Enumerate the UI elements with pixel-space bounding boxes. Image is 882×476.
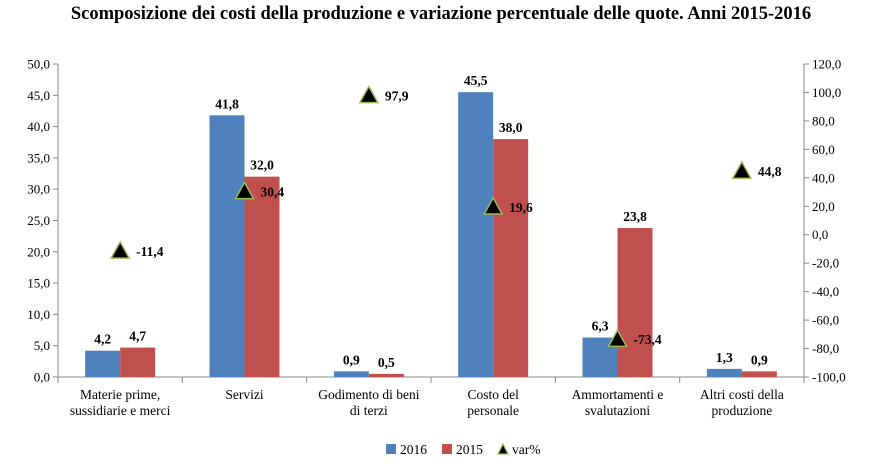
y-left-tick-label: 20,0: [27, 244, 50, 259]
data-label-2015: 4,7: [129, 329, 146, 344]
y-left-tick-label: 30,0: [27, 182, 50, 197]
y-left-tick-label: 35,0: [27, 150, 50, 165]
data-label-var: 44,8: [758, 164, 782, 179]
bar-2015: [120, 347, 156, 377]
y-right-tick-label: -100,0: [812, 370, 846, 385]
y-left-tick-label: 15,0: [27, 276, 50, 291]
x-category-label: produzione: [711, 403, 772, 418]
data-label-var: 30,4: [261, 184, 285, 199]
x-category-label: di terzi: [350, 403, 388, 418]
x-category-label: Servizi: [225, 387, 263, 402]
marker-var: [731, 160, 753, 179]
x-category-label: Ammortamenti e: [572, 387, 664, 402]
chart-title: Scomposizione dei costi della produzione…: [70, 4, 812, 24]
y-left-tick-label: 25,0: [27, 213, 50, 228]
y-right-tick-label: 80,0: [812, 113, 835, 128]
y-right-tick-label: 60,0: [812, 142, 835, 157]
y-left-tick-label: 5,0: [34, 338, 50, 353]
y-right-tick-label: 40,0: [812, 170, 835, 185]
legend-swatch-2016: [386, 444, 396, 454]
bar-2015: [617, 228, 653, 377]
legend-label: 2016: [400, 442, 427, 457]
data-label-2016: 6,3: [592, 319, 609, 334]
bar-2016: [333, 371, 369, 377]
y-right-tick-label: -40,0: [812, 284, 839, 299]
bar-2015: [368, 373, 404, 377]
y-right-tick-label: -20,0: [812, 256, 839, 271]
bar-2015: [741, 371, 777, 377]
legend-label: 2015: [456, 442, 483, 457]
data-label-2016: 1,3: [716, 350, 733, 365]
data-label-2015: 23,8: [623, 209, 647, 224]
y-right-tick-label: 20,0: [812, 199, 835, 214]
y-right-tick-label: -60,0: [812, 313, 839, 328]
y-left-tick-label: 10,0: [27, 307, 50, 322]
x-category-label: Godimento di beni: [318, 387, 419, 402]
y-left-tick-label: 40,0: [27, 119, 50, 134]
data-label-var: 19,6: [509, 200, 533, 215]
y-left-tick-label: 50,0: [27, 57, 50, 72]
legend-swatch-var: [497, 442, 509, 455]
y-right-tick-label: 120,0: [812, 57, 841, 72]
data-label-2016: 41,8: [215, 96, 239, 111]
bar-2016: [209, 115, 245, 377]
legend-label: var%: [512, 442, 540, 457]
x-category-label: Altri costi della: [700, 387, 784, 402]
data-label-2016: 0,9: [343, 352, 360, 367]
data-label-2015: 32,0: [250, 158, 274, 173]
y-left-tick-label: 0,0: [34, 370, 50, 385]
x-category-label: Materie prime,: [80, 387, 160, 402]
data-label-2015: 0,5: [378, 355, 395, 370]
bar-2016: [85, 350, 121, 377]
data-label-2015: 38,0: [499, 120, 523, 135]
marker-var: [358, 84, 380, 104]
y-right-tick-label: 100,0: [812, 85, 841, 100]
x-category-label: personale: [467, 403, 519, 418]
data-label-2015: 0,9: [751, 352, 768, 367]
bar-2015: [493, 139, 529, 377]
data-label-var: -73,4: [634, 332, 662, 347]
x-category-label: sussidiarie e merci: [70, 403, 171, 418]
data-label-2016: 45,5: [464, 73, 488, 88]
marker-var: [109, 240, 131, 259]
data-label-2016: 4,2: [94, 332, 111, 347]
marker-var: [482, 196, 504, 215]
bar-2016: [706, 368, 742, 377]
x-category-label: svalutazioni: [585, 403, 650, 418]
marker-var: [607, 328, 628, 348]
y-right-tick-label: 0,0: [812, 227, 828, 242]
x-category-label: Costo del: [467, 387, 519, 402]
bar-2016: [458, 92, 494, 378]
data-label-var: 97,9: [385, 88, 409, 103]
marker-var: [234, 180, 255, 200]
data-label-var: -11,4: [136, 244, 164, 259]
y-right-tick-label: -80,0: [812, 341, 839, 356]
legend-swatch-2015: [442, 444, 452, 454]
bar-2015: [244, 176, 280, 377]
y-left-tick-label: 45,0: [27, 88, 50, 103]
